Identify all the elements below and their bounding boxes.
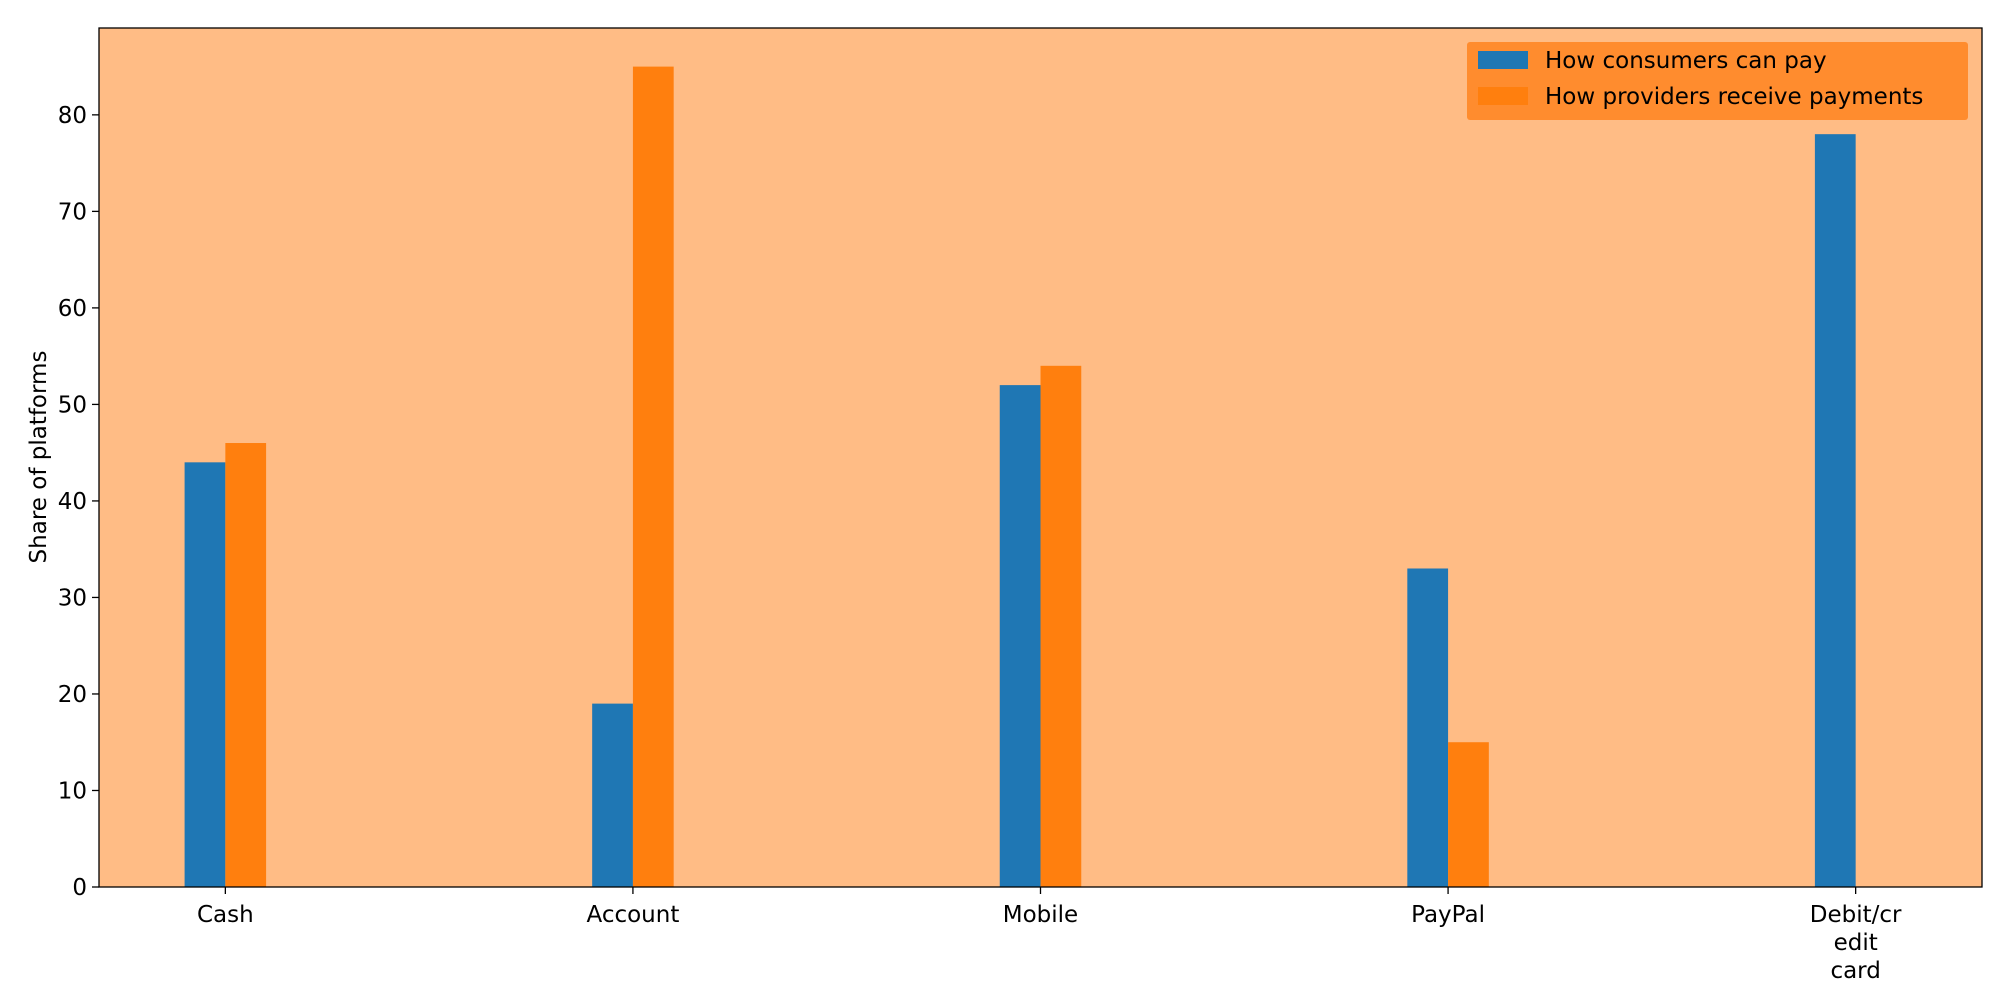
- y-tick-label: 80: [58, 103, 87, 129]
- y-tick-label: 10: [58, 778, 87, 804]
- bar-providers-3: [1448, 742, 1489, 887]
- legend-box: [1467, 42, 1968, 120]
- y-tick-label: 70: [58, 199, 87, 225]
- y-axis-title: Share of platforms: [26, 351, 52, 564]
- bar-consumers-1: [592, 703, 633, 887]
- legend: How consumers can pay How providers recei…: [1467, 42, 1968, 120]
- bar-consumers-0: [184, 462, 226, 887]
- legend-swatch: [1478, 51, 1528, 69]
- y-tick-label: 20: [58, 682, 87, 708]
- y-tick-label: 40: [58, 489, 87, 515]
- x-tick-label: Account: [586, 902, 679, 928]
- y-tick-label: 60: [58, 296, 87, 322]
- y-tick-label: 30: [58, 585, 87, 611]
- x-tick-label: Cash: [197, 902, 254, 928]
- x-tick-label: Debit/cr edit card: [1810, 902, 1902, 984]
- bar-consumers-2: [999, 385, 1041, 887]
- bar-providers-0: [225, 443, 267, 887]
- bar-providers-1: [632, 66, 674, 887]
- x-tick-label: Mobile: [1003, 902, 1078, 928]
- x-axis: Cash Account Mobile PayPal Debit/cr edit card: [197, 887, 1902, 984]
- y-axis: 0 10 20 30 40 50 60 70 80: [58, 103, 99, 901]
- y-tick-label: 50: [58, 392, 87, 418]
- legend-label: How consumers can pay: [1545, 48, 1827, 74]
- bar-consumers-4: [1814, 134, 1856, 888]
- legend-label: How providers receive payments: [1545, 84, 1923, 110]
- bar-providers-2: [1040, 365, 1082, 888]
- legend-swatch: [1478, 87, 1528, 105]
- bars-layer: [184, 66, 1856, 888]
- bar-consumers-3: [1407, 568, 1449, 887]
- y-tick-label: 0: [72, 875, 87, 901]
- x-tick-label: PayPal: [1411, 902, 1485, 928]
